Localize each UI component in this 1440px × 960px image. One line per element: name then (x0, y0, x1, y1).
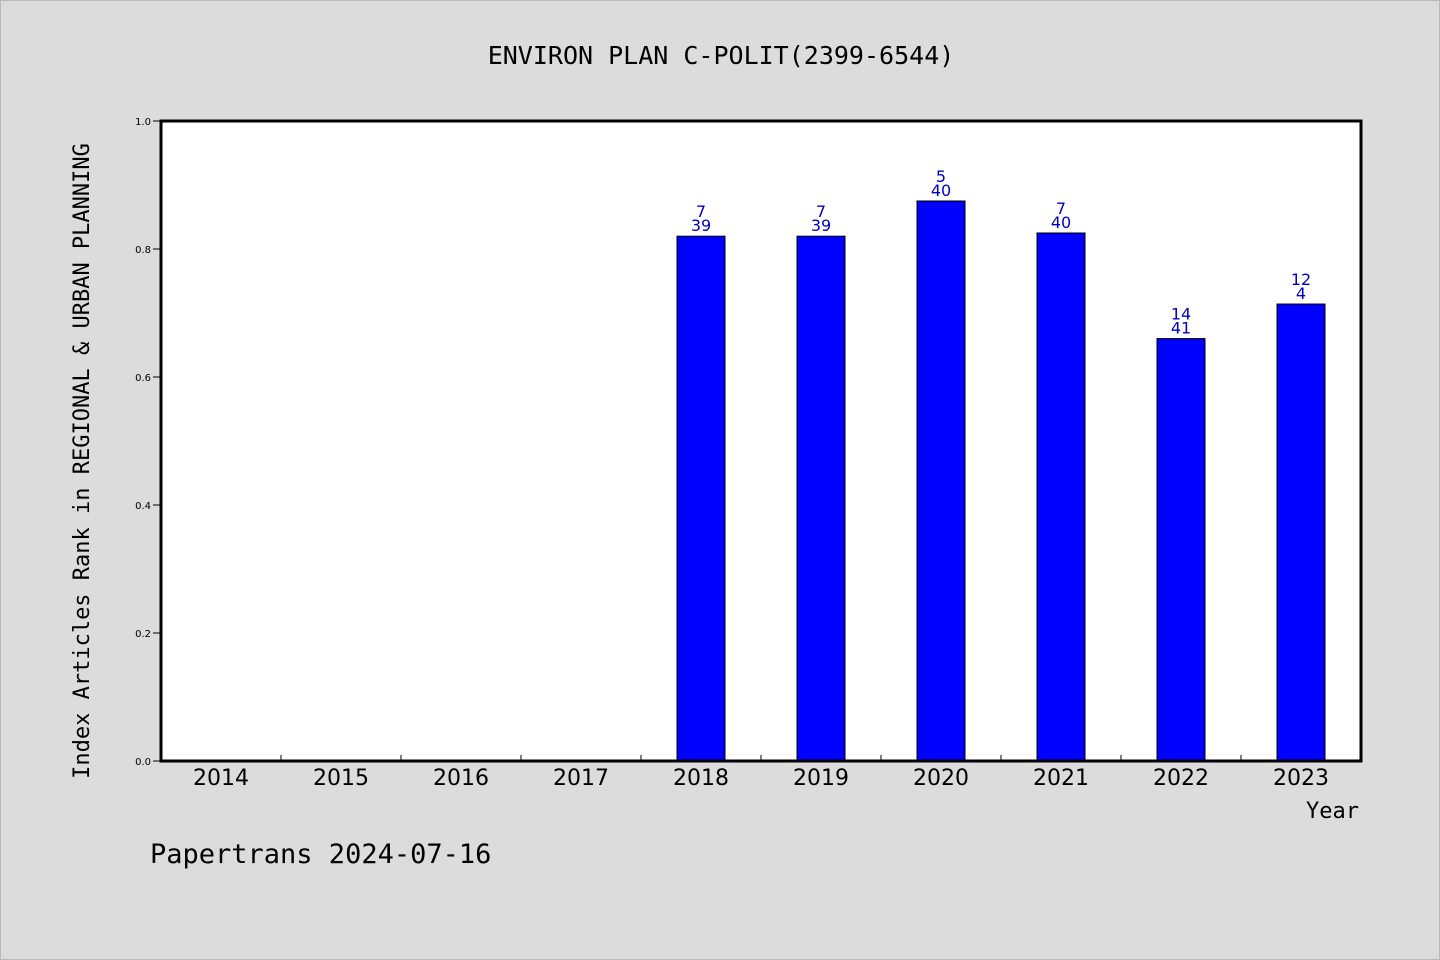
bar (916, 200, 966, 762)
x-tick-label: 2021 (1033, 766, 1089, 791)
x-axis-label: Year (1306, 799, 1359, 824)
bar (676, 235, 726, 762)
x-tick-label: 2016 (433, 766, 489, 791)
y-axis-label: Index Articles Rank in REGIONAL & URBAN … (70, 143, 95, 779)
y-tick-label: 0.4 (135, 501, 151, 512)
x-tick-label: 2019 (793, 766, 849, 791)
bar-label-rank: 5 (936, 167, 946, 186)
bar-label-rank: 14 (1171, 305, 1191, 324)
chart-title: ENVIRON PLAN C-POLIT(2399-6544) (488, 41, 955, 70)
y-tick-label: 1.0 (135, 117, 151, 128)
bar-label-rank: 7 (816, 202, 826, 221)
x-tick-label: 2014 (193, 766, 249, 791)
plot-area: 0.0 0.2 0.4 0.6 0.8 1.0 2014 2015 2016 2017 2018 20… (135, 117, 1363, 791)
x-tick-label: 2017 (553, 766, 609, 791)
y-tick-label: 0.6 (135, 373, 151, 384)
y-tick-label: 0.8 (135, 245, 151, 256)
bar-label-total: 40 (1051, 213, 1071, 232)
x-tick-label: 2022 (1153, 766, 1209, 791)
bar-label-total: 39 (691, 216, 711, 235)
bar (796, 235, 846, 762)
bar (1156, 338, 1206, 762)
x-tick-label: 2023 (1273, 766, 1329, 791)
bar-label-total: 41 (1171, 319, 1191, 338)
x-tick-label: 2015 (313, 766, 369, 791)
y-tick-label: 0.0 (135, 757, 151, 768)
bar-label-rank: 7 (696, 202, 706, 221)
plot-frame (159, 119, 1363, 763)
y-tick-label: 0.2 (135, 629, 151, 640)
bar (1276, 303, 1326, 762)
footer-credit: Papertrans 2024-07-16 (150, 839, 491, 870)
bar-label-rank: 7 (1056, 199, 1066, 218)
x-tick-label: 2020 (913, 766, 969, 791)
bar-label-rank: 12 (1291, 270, 1311, 289)
bar-label-total: 4 (1296, 284, 1306, 303)
bar-label-total: 39 (811, 216, 831, 235)
x-tick-label: 2018 (673, 766, 729, 791)
bar-label-total: 40 (931, 181, 951, 200)
bar (1036, 232, 1086, 762)
